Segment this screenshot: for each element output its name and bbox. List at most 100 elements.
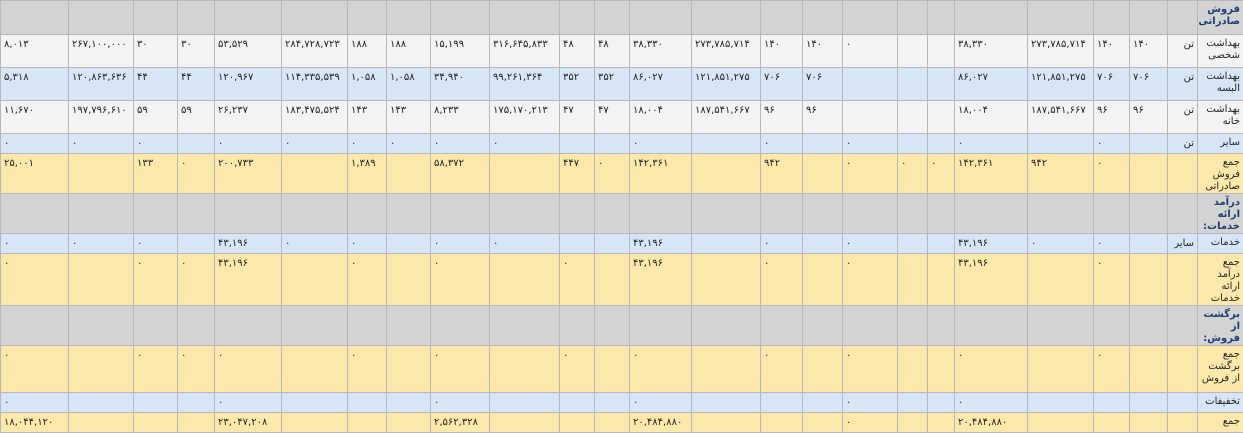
value-cell <box>69 154 134 194</box>
value-cell <box>898 393 928 413</box>
value-cell <box>134 194 178 234</box>
value-cell <box>490 413 560 433</box>
value-cell <box>215 194 282 234</box>
unit-cell: تن <box>1168 68 1198 101</box>
value-cell <box>898 101 928 134</box>
value-cell <box>595 393 630 413</box>
value-cell <box>843 68 898 101</box>
value-cell <box>560 393 595 413</box>
value-cell <box>348 1 387 35</box>
value-cell <box>490 1 560 35</box>
value-cell: ۰ <box>761 134 803 154</box>
value-cell <box>761 413 803 433</box>
row-label: جمع درآمد ارائه خدمات <box>1198 254 1243 306</box>
value-cell: ۹۶ <box>803 101 843 134</box>
value-cell: ۲۸۴,۷۲۸,۷۲۳ <box>282 35 348 68</box>
value-cell <box>1028 254 1094 306</box>
value-cell <box>178 134 215 154</box>
value-cell: ۰ <box>761 234 803 254</box>
unit-cell <box>1168 1 1198 35</box>
value-cell <box>803 346 843 393</box>
value-cell <box>595 306 630 346</box>
value-cell <box>1028 306 1094 346</box>
value-cell <box>761 306 803 346</box>
value-cell <box>761 194 803 234</box>
value-cell <box>898 35 928 68</box>
value-cell <box>560 306 595 346</box>
value-cell <box>955 306 1028 346</box>
value-cell: ۱۱,۶۷۰ <box>1 101 69 134</box>
value-cell <box>803 413 843 433</box>
value-cell: ۰ <box>1028 234 1094 254</box>
value-cell: ۱,۳۸۹ <box>348 154 387 194</box>
value-cell <box>69 194 134 234</box>
value-cell: ۰ <box>1 393 69 413</box>
unit-cell <box>1168 254 1198 306</box>
value-cell <box>1130 134 1168 154</box>
value-cell <box>692 306 761 346</box>
value-cell: ۹۴۲ <box>761 154 803 194</box>
value-cell <box>387 194 431 234</box>
value-cell: ۰ <box>761 346 803 393</box>
value-cell <box>560 1 595 35</box>
value-cell <box>595 134 630 154</box>
value-cell: ۴۴ <box>178 68 215 101</box>
value-cell <box>1 1 69 35</box>
value-cell <box>761 393 803 413</box>
value-cell <box>134 306 178 346</box>
value-cell: ۰ <box>178 346 215 393</box>
value-cell: ۱۴۰ <box>803 35 843 68</box>
value-cell: ۰ <box>843 154 898 194</box>
value-cell: ۲۳,۰۴۷,۲۰۸ <box>215 413 282 433</box>
value-cell <box>803 393 843 413</box>
value-cell: ۰ <box>630 393 692 413</box>
value-cell: ۰ <box>1 254 69 306</box>
value-cell <box>1094 306 1130 346</box>
value-cell: ۰ <box>560 346 595 393</box>
value-cell <box>928 346 955 393</box>
value-cell <box>928 68 955 101</box>
value-cell <box>928 234 955 254</box>
value-cell <box>1130 1 1168 35</box>
value-cell <box>1130 413 1168 433</box>
value-cell: ۰ <box>431 234 490 254</box>
value-cell <box>282 154 348 194</box>
value-cell: ۰ <box>761 254 803 306</box>
value-cell <box>348 393 387 413</box>
unit-cell: سایر <box>1168 234 1198 254</box>
value-cell <box>595 234 630 254</box>
value-cell <box>955 1 1028 35</box>
value-cell: ۲۷۳,۷۸۵,۷۱۴ <box>692 35 761 68</box>
value-cell: ۵۳,۵۲۹ <box>215 35 282 68</box>
value-cell <box>928 306 955 346</box>
value-cell <box>387 393 431 413</box>
unit-cell: تن <box>1168 35 1198 68</box>
value-cell <box>69 254 134 306</box>
value-cell <box>348 413 387 433</box>
value-cell <box>595 346 630 393</box>
value-cell: ۴۸ <box>560 35 595 68</box>
value-cell <box>898 1 928 35</box>
value-cell: ۰ <box>1094 346 1130 393</box>
value-cell: ۷۰۶ <box>803 68 843 101</box>
unit-cell <box>1168 154 1198 194</box>
value-cell <box>282 254 348 306</box>
value-cell: ۰ <box>1 346 69 393</box>
value-cell: ۷۰۶ <box>1130 68 1168 101</box>
value-cell <box>595 254 630 306</box>
value-cell: ۱,۰۵۸ <box>387 68 431 101</box>
value-cell: ۱۸۷,۵۴۱,۶۶۷ <box>692 101 761 134</box>
value-cell <box>490 306 560 346</box>
value-cell: ۰ <box>431 254 490 306</box>
value-cell: ۵,۳۱۸ <box>1 68 69 101</box>
value-cell: ۹۶ <box>1130 101 1168 134</box>
value-cell: ۱۵,۱۹۹ <box>431 35 490 68</box>
value-cell <box>630 1 692 35</box>
value-cell <box>178 393 215 413</box>
value-cell: ۰ <box>348 346 387 393</box>
value-cell: ۰ <box>843 35 898 68</box>
value-cell <box>560 413 595 433</box>
